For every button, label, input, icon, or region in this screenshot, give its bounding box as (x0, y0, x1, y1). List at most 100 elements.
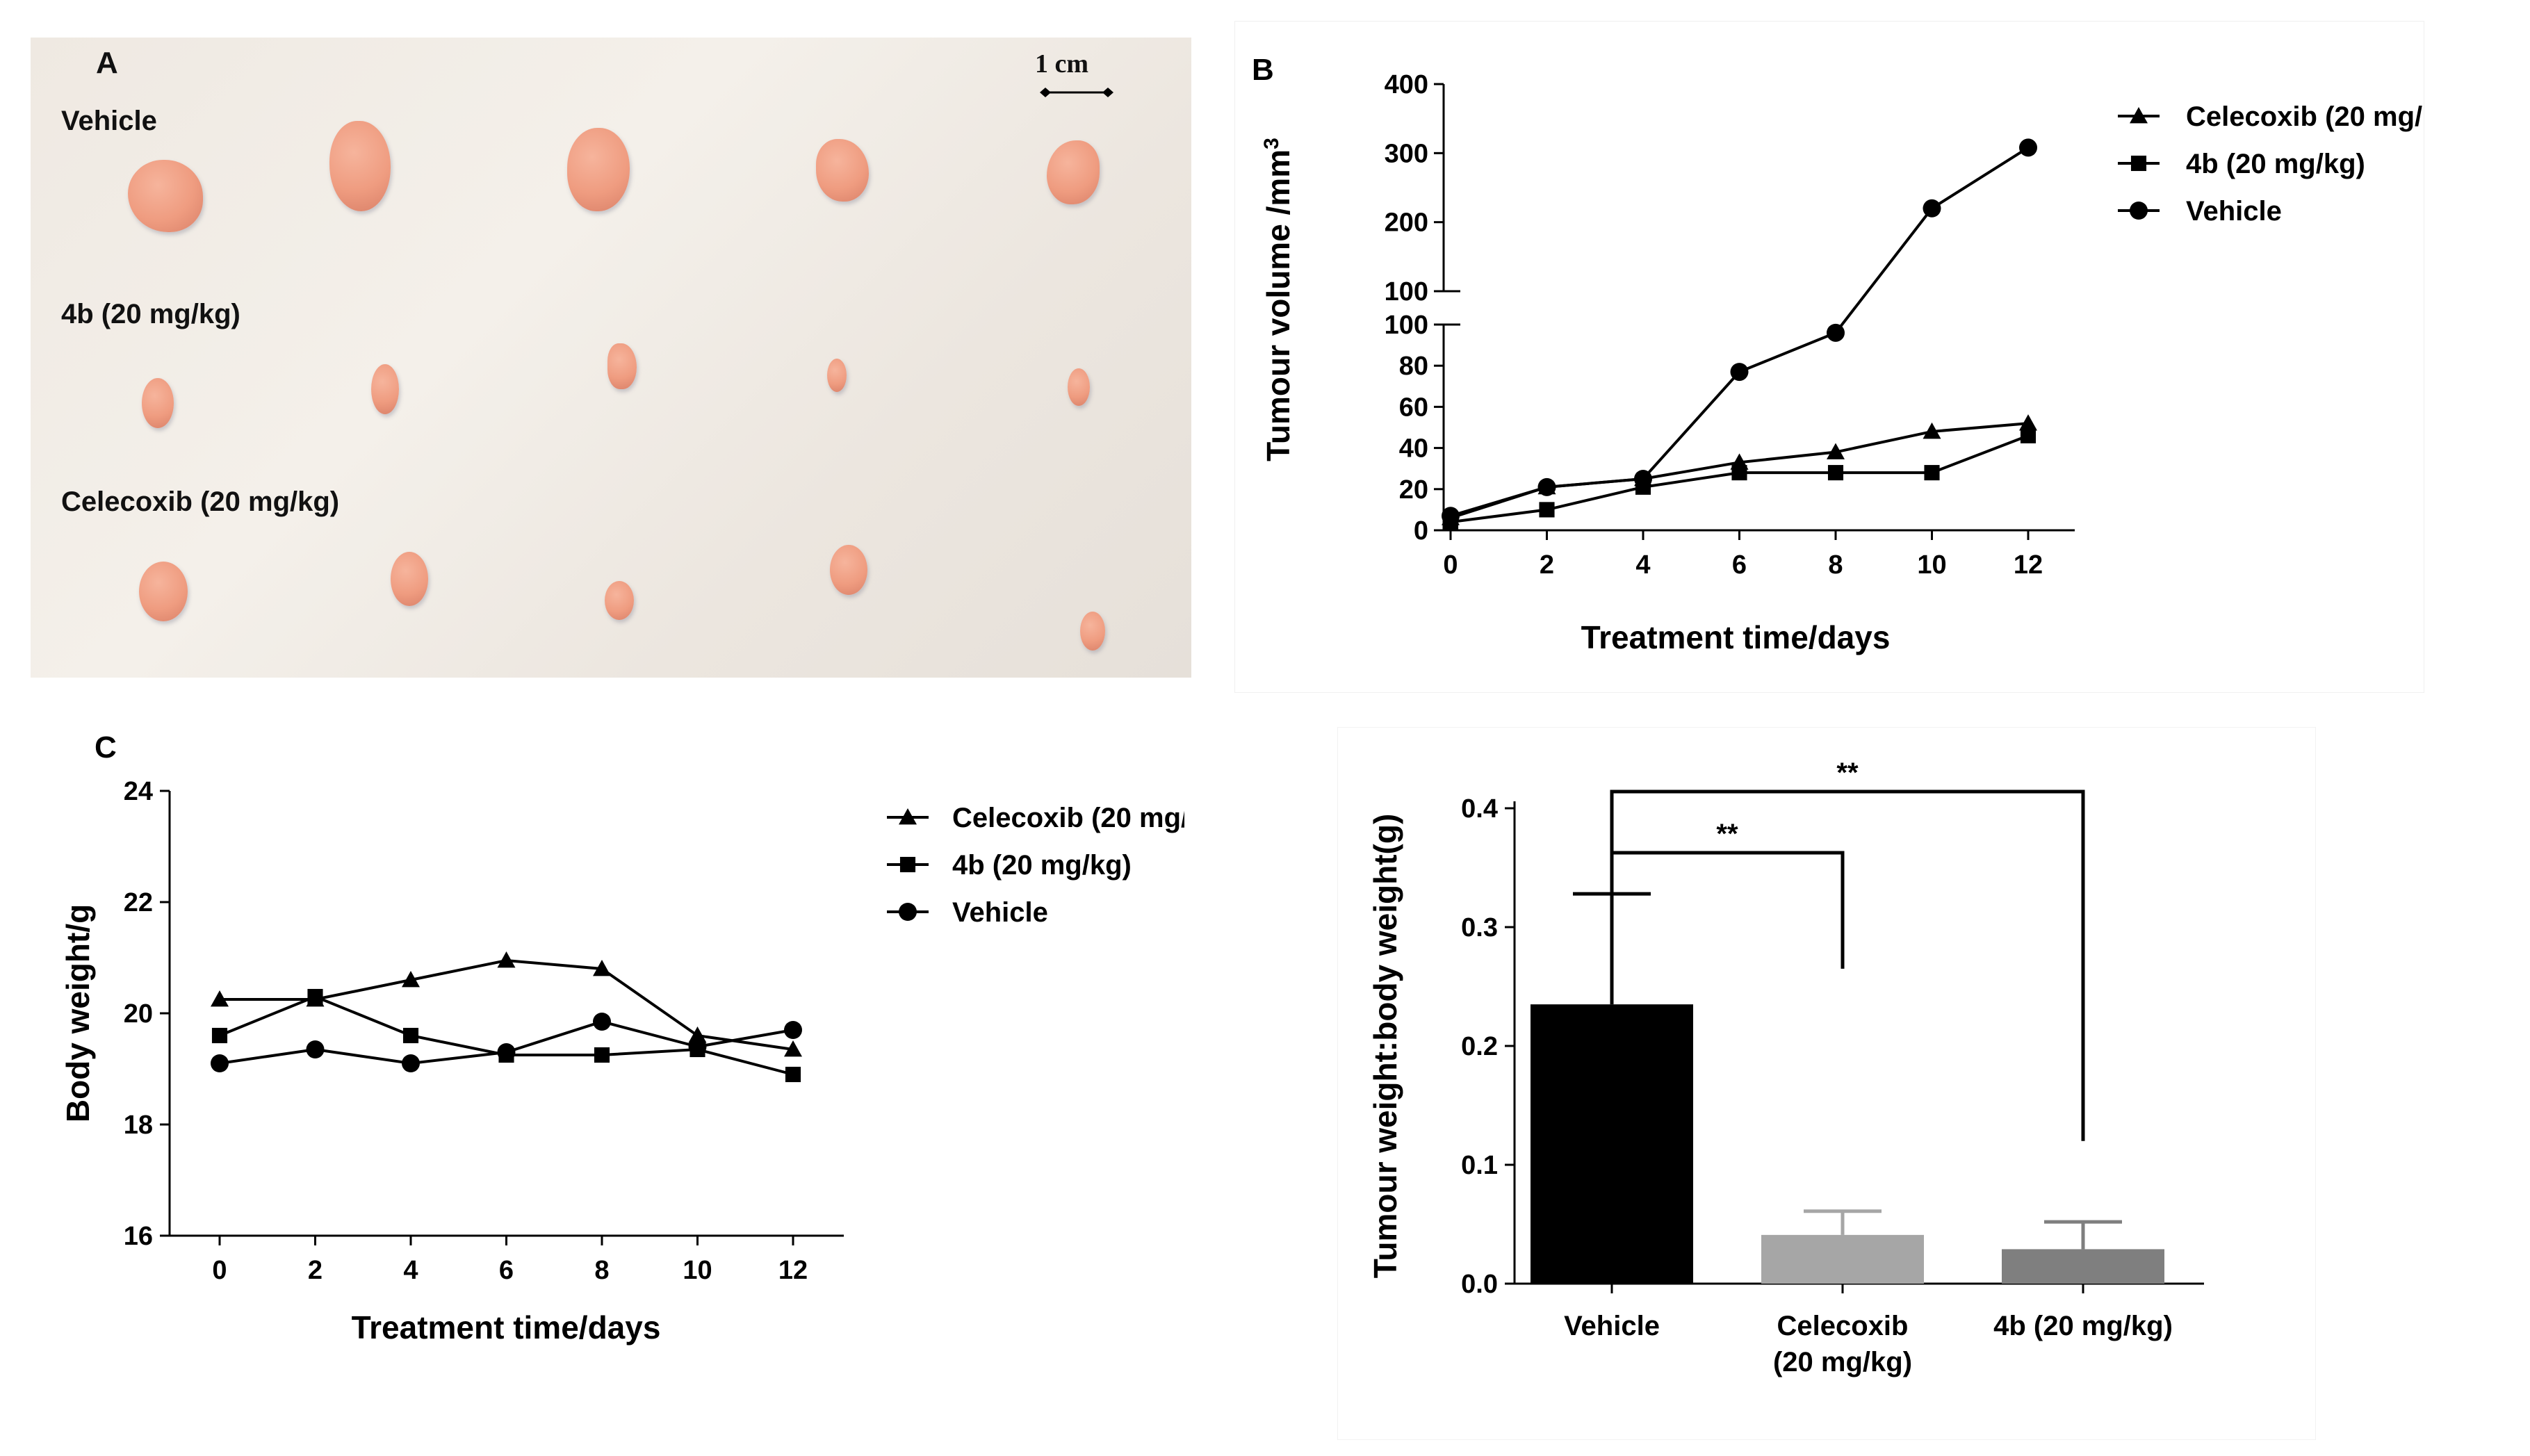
y-axis-title-superscript: 3 (1260, 138, 1283, 149)
tumour-specimen (128, 160, 203, 232)
data-point (2020, 427, 2037, 443)
y-tick-label: 18 (124, 1111, 153, 1140)
x-tick-label: (20 mg/kg) (1773, 1347, 1912, 1377)
legend-label: 4b (20 mg/kg) (2186, 149, 2365, 179)
x-tick-label: 2 (308, 1256, 323, 1285)
row-label-4b: 4b (20 mg/kg) (61, 299, 240, 329)
data-point (1731, 465, 1747, 481)
y-tick-label: 200 (1385, 208, 1428, 238)
data-point (211, 1054, 229, 1072)
panel-letter-b: B (1252, 53, 1274, 87)
legend-marker (899, 903, 917, 921)
data-point (1827, 443, 1845, 459)
significance-label: ** (1716, 819, 1738, 849)
tumour-specimen (605, 581, 634, 620)
data-point (1827, 465, 1844, 481)
panel-letter-a: A (96, 46, 118, 80)
y-tick-label: 20 (1399, 475, 1428, 505)
x-tick-label: 4 (403, 1256, 418, 1285)
data-point (402, 1027, 419, 1044)
x-tick-label: 0 (1443, 550, 1458, 580)
legend-label: Vehicle (952, 897, 1048, 928)
scale-bar-label: 1 cm (1035, 49, 1089, 79)
data-point (2019, 138, 2037, 157)
y-tick-label: 300 (1385, 139, 1428, 168)
tumour-volume-chart: B 0 20 40 60 80 100 100 200 300 400 0 2 4 6 8 10 12 Treat… (1252, 53, 2464, 655)
legend-marker (2130, 155, 2147, 172)
data-point (784, 1040, 802, 1057)
y-tick-label: 0.4 (1461, 794, 1498, 824)
y-tick-label: 0 (1414, 516, 1428, 546)
tumour-photo-panel: A 1 cm Vehicle 4b (20 mg/kg) Celecoxib (… (31, 38, 1191, 678)
tumour-specimen (142, 378, 174, 428)
legend-marker (899, 808, 917, 825)
x-tick-label: 0 (212, 1256, 227, 1285)
legend-label: Celecoxib (20 mg/kg) (2186, 101, 2424, 132)
y-tick-label: 20 (124, 999, 153, 1029)
y-tick-label: 100 (1385, 311, 1428, 340)
tumour-specimen (607, 343, 637, 389)
data-point (211, 1027, 228, 1044)
data-point (1924, 465, 1940, 481)
x-tick-label: Celecoxib (1777, 1311, 1909, 1341)
data-point (2019, 414, 2037, 431)
y-tick-label: 400 (1385, 70, 1428, 99)
x-tick-label: 4b (20 mg/kg) (1993, 1311, 2173, 1341)
x-axis-title: Treatment time/days (352, 1309, 661, 1345)
data-point (306, 1040, 325, 1058)
significance-bracket (1610, 851, 1845, 969)
data-point (593, 960, 611, 976)
significance-label: ** (1836, 758, 1859, 788)
significance-bracket (1610, 790, 2085, 1141)
y-tick-label: 0.2 (1461, 1032, 1498, 1061)
bar (1761, 1234, 1924, 1284)
y-axis-title: Body weight/g (60, 904, 96, 1122)
data-point (593, 1013, 611, 1031)
tumour-specimen (567, 128, 630, 211)
x-tick-label: 2 (1540, 550, 1554, 580)
data-point (1537, 477, 1556, 496)
y-axis-title: Tumour volume /mm3 (1260, 138, 1296, 461)
data-point (402, 971, 420, 988)
tumour-specimen (1047, 140, 1100, 204)
data-point (402, 1054, 420, 1072)
x-tick-label: 12 (2014, 550, 2043, 580)
legend-label: Celecoxib (20 mg/kg) (952, 803, 1184, 833)
bar (1531, 1004, 1693, 1284)
data-point (785, 1066, 801, 1083)
tumour-specimen (816, 139, 869, 202)
tumour-specimen (1068, 368, 1090, 406)
data-point (784, 1021, 802, 1039)
y-tick-label: 22 (124, 888, 153, 917)
x-axis-title: Treatment time/days (1581, 619, 1891, 655)
data-point (594, 1047, 610, 1063)
legend-marker (2130, 107, 2148, 124)
x-tick-label: 8 (1828, 550, 1843, 580)
data-point (211, 990, 229, 1007)
legend-label: Vehicle (2186, 196, 2282, 227)
x-tick-label: Vehicle (1564, 1311, 1660, 1341)
y-tick-label: 60 (1399, 393, 1428, 422)
data-point (1730, 363, 1749, 382)
x-tick-label: 10 (1917, 550, 1946, 580)
tumour-volume-chart-panel: B 0 20 40 60 80 100 100 200 300 400 0 2 4 6 8 10 12 Treat… (1234, 21, 2464, 693)
tumour-specimen (827, 359, 847, 392)
y-tick-label: 16 (124, 1222, 153, 1251)
y-tick-label: 0.0 (1461, 1270, 1498, 1299)
data-point (1539, 502, 1555, 518)
x-tick-label: 4 (1635, 550, 1650, 580)
tumour-specimen (329, 121, 391, 211)
y-tick-label: 0.1 (1461, 1151, 1498, 1180)
x-tick-label: 6 (1732, 550, 1747, 580)
panel-letter-c: C (95, 730, 117, 764)
row-label-vehicle: Vehicle (61, 106, 157, 136)
y-tick-label: 100 (1385, 277, 1428, 306)
data-point (688, 1038, 707, 1056)
data-point (497, 951, 516, 968)
legend-label: 4b (20 mg/kg) (952, 850, 1132, 881)
legend-marker (2130, 202, 2148, 220)
data-point (497, 1043, 516, 1061)
